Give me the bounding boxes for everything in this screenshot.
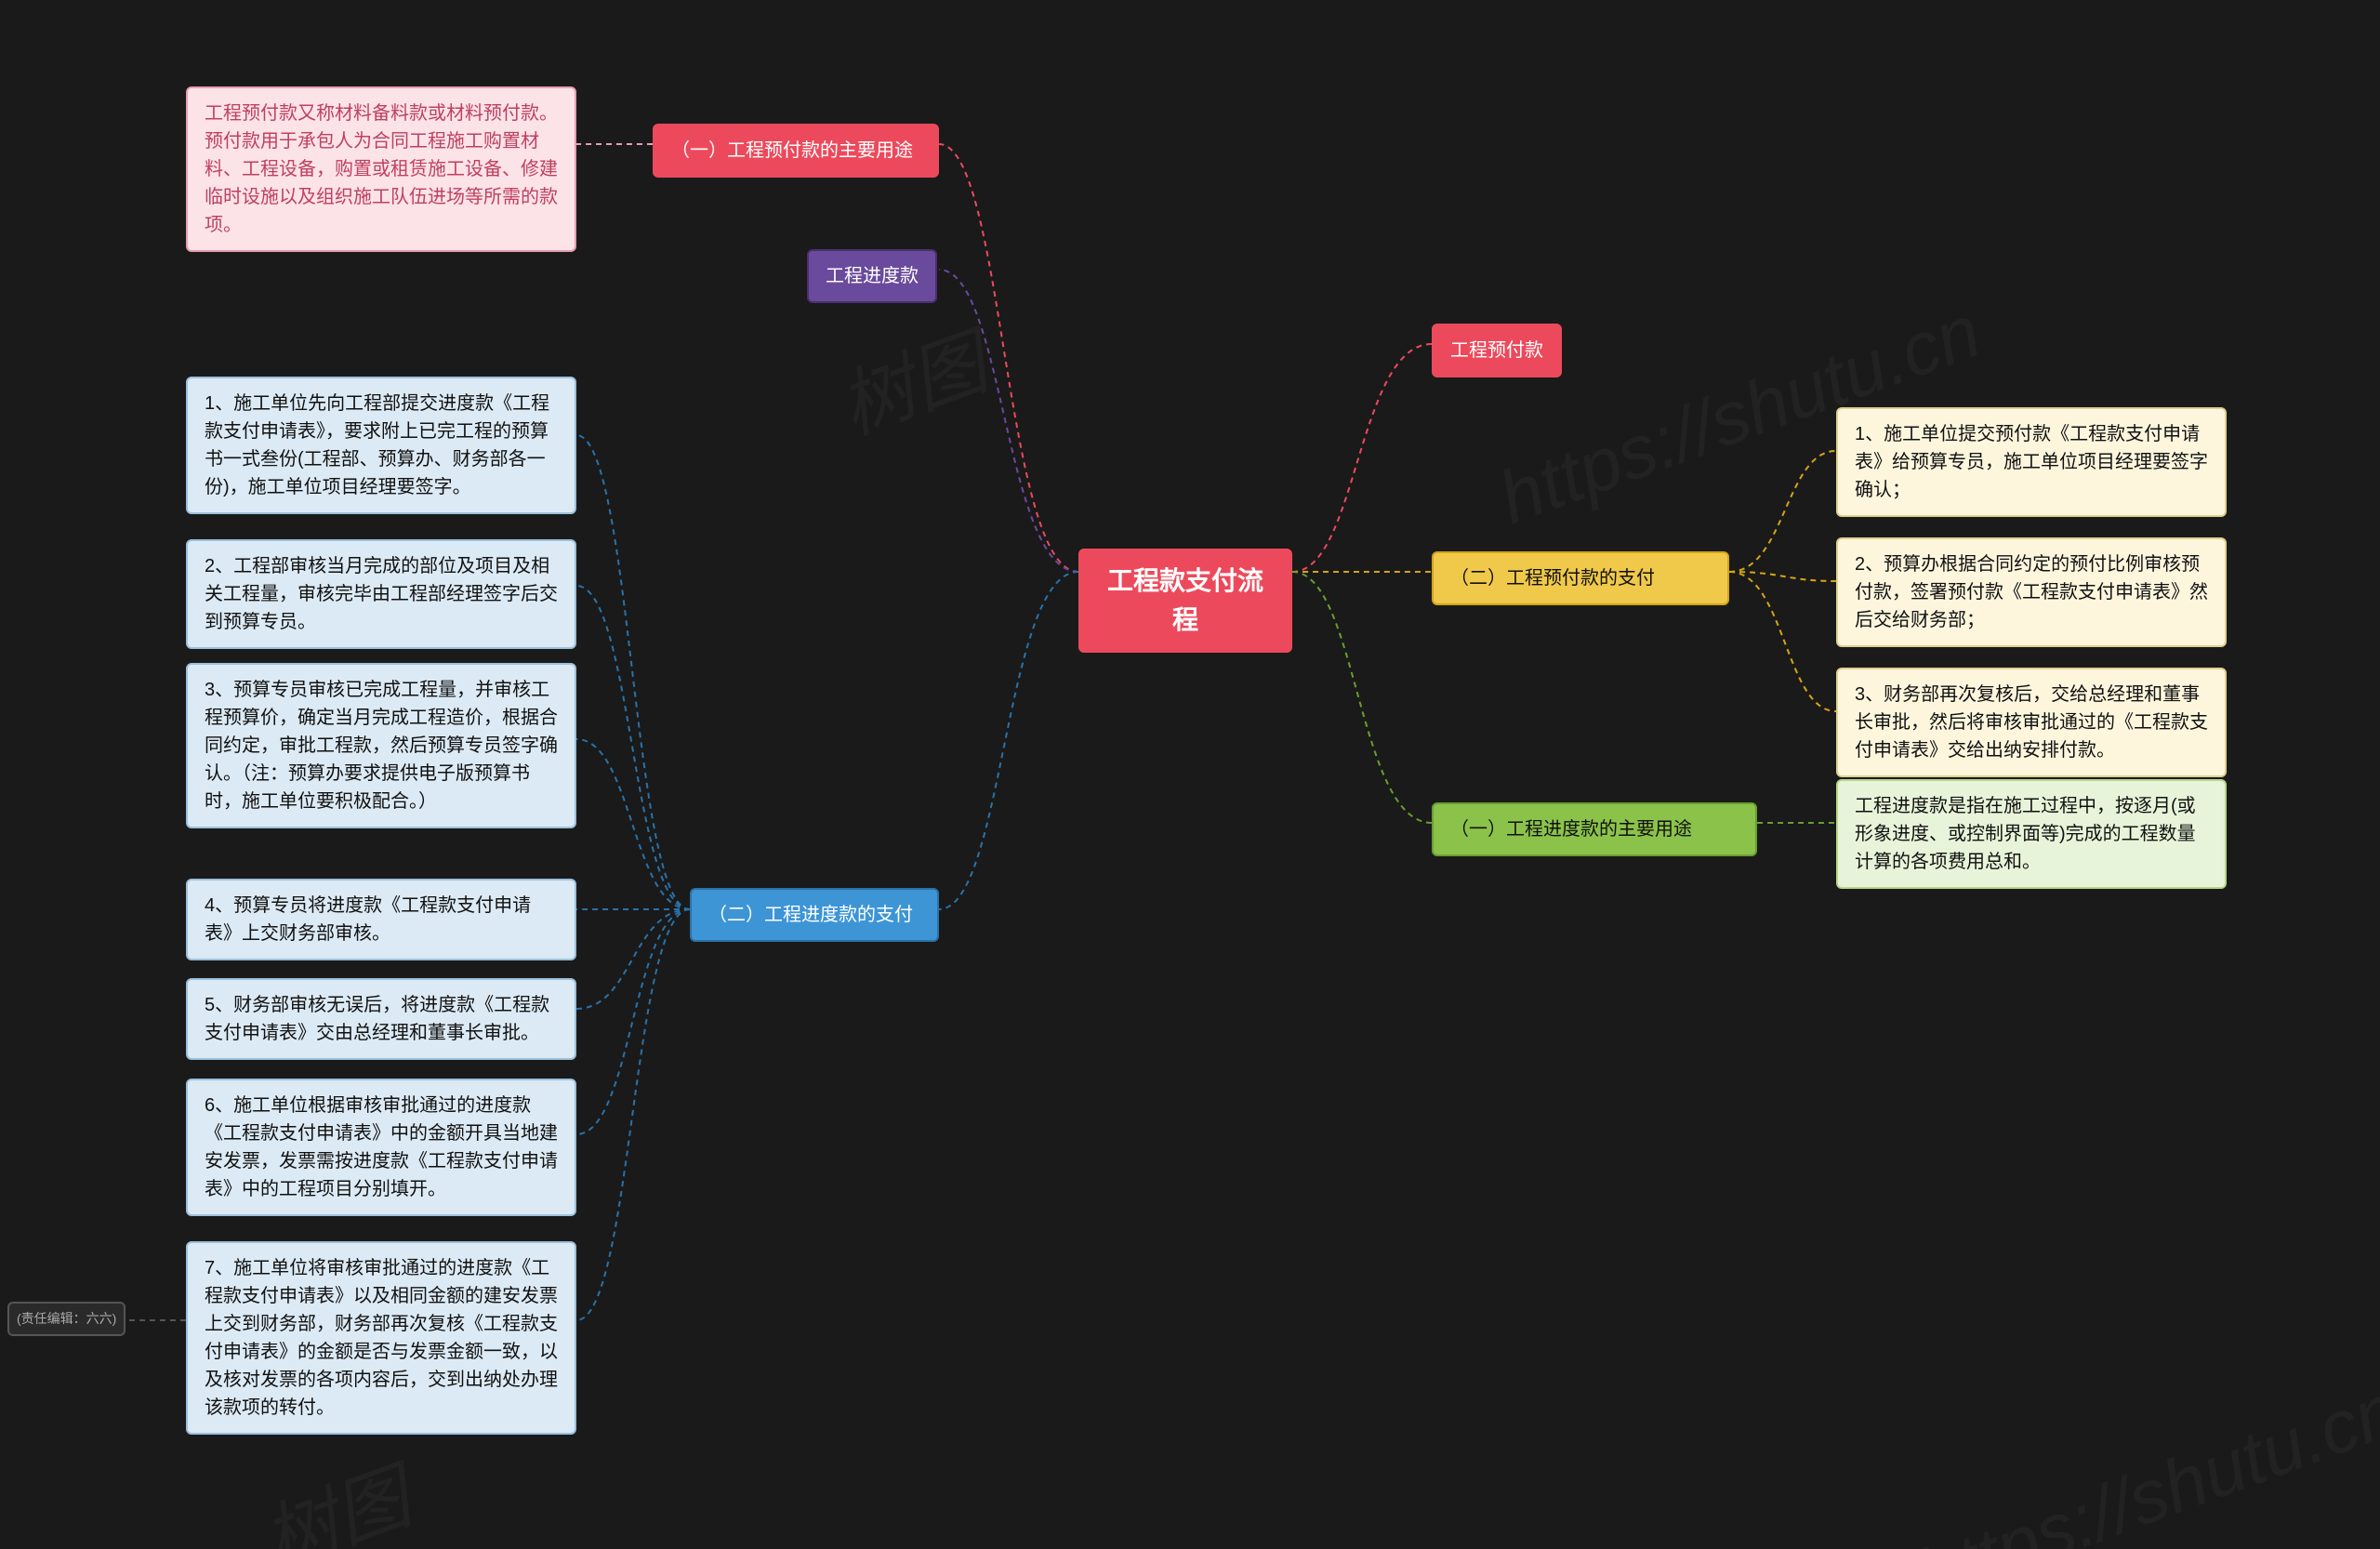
node-progress-step4: 4、预算专员将进度款《工程款支付申请表》上交财务部审核。	[186, 879, 576, 960]
node-progress-step2: 2、工程部审核当月完成的部位及项目及相关工程量，审核完毕由工程部经理签字后交到预…	[186, 539, 576, 649]
node-prepayment-pay-step3: 3、财务部再次复核后，交给总经理和董事长审批，然后将审核审批通过的《工程款支付申…	[1836, 668, 2227, 777]
node-progress-step1: 1、施工单位先向工程部提交进度款《工程款支付申请表》，要求附上已完工程的预算书一…	[186, 377, 576, 514]
node-progress-step5: 5、财务部审核无误后，将进度款《工程款支付申请表》交由总经理和董事长审批。	[186, 978, 576, 1060]
node-prepayment-purpose: （一）工程预付款的主要用途	[653, 124, 939, 178]
node-progress-step6: 6、施工单位根据审核审批通过的进度款《工程款支付申请表》中的金额开具当地建安发票…	[186, 1079, 576, 1216]
node-progress-purpose: （一）工程进度款的主要用途	[1432, 802, 1757, 856]
node-prepayment: 工程预付款	[1432, 324, 1562, 377]
node-prepayment-pay-step1: 1、施工单位提交预付款《工程款支付申请表》给预算专员，施工单位项目经理要签字确认…	[1836, 407, 2227, 517]
node-progress-step7: 7、施工单位将审核审批通过的进度款《工程款支付申请表》以及相同金额的建安发票上交…	[186, 1241, 576, 1435]
node-progress-pay: （二）工程进度款的支付	[690, 888, 939, 942]
node-prepayment-pay: （二）工程预付款的支付	[1432, 551, 1729, 605]
watermark: 树图	[246, 1437, 423, 1549]
node-progress-step3: 3、预算专员审核已完成工程量，并审核工程预算价，确定当月完成工程造价，根据合同约…	[186, 663, 576, 828]
node-prepayment-pay-step2: 2、预算办根据合同约定的预付比例审核预付款，签署预付款《工程款支付申请表》然后交…	[1836, 537, 2227, 647]
node-progress-payment: 工程进度款	[807, 249, 937, 303]
root-node: 工程款支付流程	[1078, 549, 1292, 653]
node-prepayment-purpose-desc: 工程预付款又称材料备料款或材料预付款。预付款用于承包人为合同工程施工购置材料、工…	[186, 86, 576, 252]
watermark: 树图	[823, 303, 999, 456]
watermark: https://shutu.cn	[1907, 1367, 2380, 1549]
node-progress-purpose-desc: 工程进度款是指在施工过程中，按逐月(或形象进度、或控制界面等)完成的工程数量计算…	[1836, 779, 2227, 889]
node-editor-note: (责任编辑：六六)	[7, 1302, 126, 1336]
